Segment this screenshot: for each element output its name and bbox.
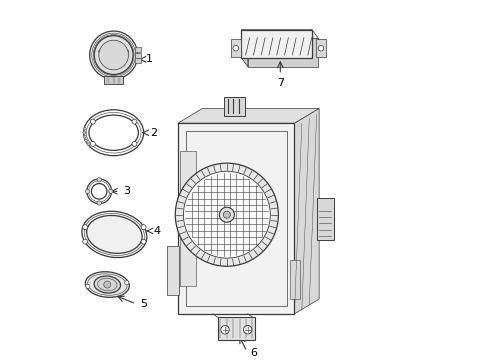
Circle shape bbox=[233, 45, 239, 51]
Polygon shape bbox=[242, 30, 312, 58]
Circle shape bbox=[83, 239, 88, 244]
Circle shape bbox=[97, 177, 101, 182]
Circle shape bbox=[124, 280, 129, 285]
Ellipse shape bbox=[85, 272, 129, 297]
Circle shape bbox=[183, 171, 270, 258]
FancyBboxPatch shape bbox=[317, 198, 334, 240]
Circle shape bbox=[220, 207, 234, 222]
FancyBboxPatch shape bbox=[224, 97, 245, 117]
Ellipse shape bbox=[94, 276, 121, 293]
Circle shape bbox=[85, 189, 90, 193]
FancyBboxPatch shape bbox=[231, 39, 241, 57]
Circle shape bbox=[83, 131, 86, 134]
Polygon shape bbox=[248, 39, 318, 67]
Text: 6: 6 bbox=[250, 348, 257, 359]
Text: 5: 5 bbox=[140, 299, 147, 309]
Circle shape bbox=[83, 127, 86, 130]
Circle shape bbox=[132, 119, 137, 124]
Circle shape bbox=[83, 225, 88, 230]
Circle shape bbox=[141, 225, 146, 230]
Polygon shape bbox=[242, 30, 318, 39]
Ellipse shape bbox=[98, 47, 129, 56]
FancyBboxPatch shape bbox=[290, 260, 300, 299]
Circle shape bbox=[132, 141, 137, 146]
FancyBboxPatch shape bbox=[135, 53, 141, 58]
FancyBboxPatch shape bbox=[135, 58, 141, 63]
Polygon shape bbox=[294, 108, 319, 314]
Circle shape bbox=[244, 325, 252, 334]
Text: 4: 4 bbox=[154, 226, 161, 236]
Circle shape bbox=[87, 143, 90, 145]
FancyBboxPatch shape bbox=[135, 47, 141, 52]
Circle shape bbox=[104, 281, 111, 288]
Circle shape bbox=[90, 141, 96, 146]
Circle shape bbox=[97, 201, 101, 205]
Circle shape bbox=[318, 45, 324, 51]
Circle shape bbox=[99, 40, 128, 70]
FancyBboxPatch shape bbox=[104, 76, 123, 84]
Text: 1: 1 bbox=[146, 54, 153, 64]
Circle shape bbox=[94, 36, 133, 75]
FancyBboxPatch shape bbox=[316, 39, 326, 57]
FancyBboxPatch shape bbox=[218, 317, 255, 340]
Polygon shape bbox=[178, 108, 319, 123]
Text: 7: 7 bbox=[277, 78, 284, 88]
Circle shape bbox=[86, 284, 90, 288]
Text: 2: 2 bbox=[149, 128, 157, 138]
Text: 3: 3 bbox=[123, 186, 130, 196]
Ellipse shape bbox=[82, 211, 147, 257]
Circle shape bbox=[141, 239, 146, 244]
FancyBboxPatch shape bbox=[167, 246, 179, 296]
Circle shape bbox=[85, 139, 88, 142]
Polygon shape bbox=[242, 30, 248, 67]
FancyBboxPatch shape bbox=[180, 151, 196, 286]
Circle shape bbox=[90, 31, 138, 79]
Circle shape bbox=[83, 135, 86, 138]
Circle shape bbox=[175, 163, 278, 266]
Circle shape bbox=[223, 211, 230, 218]
Circle shape bbox=[90, 119, 96, 124]
FancyBboxPatch shape bbox=[178, 123, 294, 314]
Circle shape bbox=[109, 189, 113, 193]
Circle shape bbox=[221, 325, 229, 334]
